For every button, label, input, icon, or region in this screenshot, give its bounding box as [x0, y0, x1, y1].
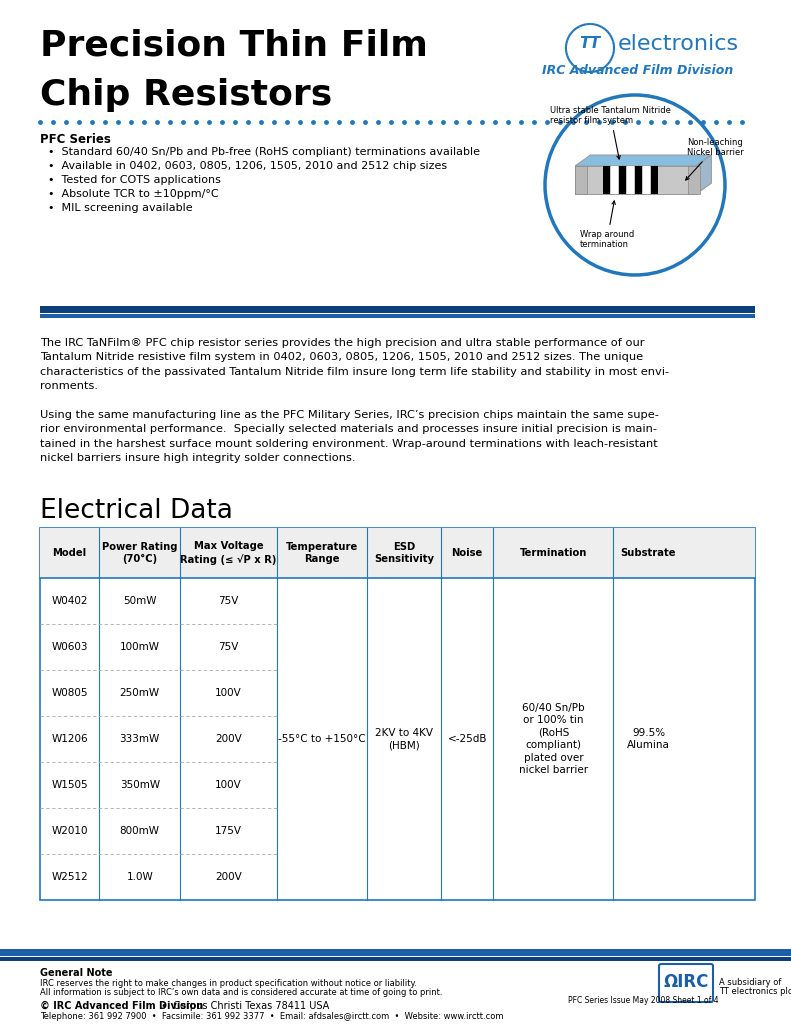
Text: 99.5%
Alumina: 99.5% Alumina	[627, 728, 670, 751]
Bar	[575, 166, 587, 194]
Text: IRC reserves the right to make changes in product specification without notice o: IRC reserves the right to make changes i…	[40, 979, 417, 988]
Text: 200V: 200V	[215, 872, 242, 882]
Bar	[40, 528, 755, 578]
Text: 1.0W: 1.0W	[127, 872, 153, 882]
Bar	[651, 166, 658, 194]
Text: 333mW: 333mW	[119, 734, 160, 744]
Text: 175V: 175V	[215, 826, 242, 836]
Text: Model: Model	[53, 548, 87, 558]
Text: 60/40 Sn/Pb
or 100% tin
(RoHS
compliant)
plated over
nickel barrier: 60/40 Sn/Pb or 100% tin (RoHS compliant)…	[519, 703, 588, 775]
Text: 350mW: 350mW	[119, 780, 160, 790]
Text: Non-leaching
Nickel barrier: Non-leaching Nickel barrier	[686, 137, 744, 180]
Text: Telephone: 361 992 7900  •  Facsimile: 361 992 3377  •  Email: afdsales@irctt.co: Telephone: 361 992 7900 • Facsimile: 361…	[40, 1012, 504, 1021]
Text: Using the same manufacturing line as the PFC Military Series, IRC’s precision ch: Using the same manufacturing line as the…	[40, 410, 659, 463]
Text: •  MIL screening available: • MIL screening available	[48, 203, 193, 213]
FancyBboxPatch shape	[659, 964, 713, 1002]
Text: W0603: W0603	[51, 642, 88, 652]
Text: Temperature
Range: Temperature Range	[286, 542, 358, 564]
Text: Wrap around
termination: Wrap around termination	[580, 201, 634, 250]
Text: Substrate: Substrate	[621, 548, 676, 558]
Text: General Note: General Note	[40, 968, 112, 978]
Text: •  Tested for COTS applications: • Tested for COTS applications	[48, 175, 221, 185]
Text: TT: TT	[580, 37, 600, 51]
Text: W2010: W2010	[51, 826, 88, 836]
Text: ESD
Sensitivity: ESD Sensitivity	[374, 542, 434, 564]
Bar	[40, 314, 755, 318]
Text: All information is subject to IRC’s own data and is considered accurate at time : All information is subject to IRC’s own …	[40, 988, 442, 997]
Circle shape	[545, 95, 725, 275]
Text: W2512: W2512	[51, 872, 88, 882]
Bar	[0, 949, 791, 956]
Bar	[619, 166, 626, 194]
Text: 75V: 75V	[218, 596, 239, 606]
Text: •  Absolute TCR to ±10ppm/°C: • Absolute TCR to ±10ppm/°C	[48, 189, 218, 199]
Text: A subsidiary of: A subsidiary of	[719, 978, 782, 987]
Text: 50mW: 50mW	[123, 596, 157, 606]
Text: ΩIRC: ΩIRC	[664, 973, 709, 991]
Text: TT electronics plc: TT electronics plc	[719, 987, 791, 996]
Text: Power Rating
(70°C): Power Rating (70°C)	[102, 542, 177, 564]
Bar	[40, 306, 755, 313]
Text: 75V: 75V	[218, 642, 239, 652]
Bar	[688, 166, 700, 194]
Bar	[643, 166, 650, 194]
Text: Chip Resistors: Chip Resistors	[40, 78, 332, 112]
Text: IRC Advanced Film Division: IRC Advanced Film Division	[543, 63, 733, 77]
Text: <-25dB: <-25dB	[448, 734, 487, 744]
Polygon shape	[575, 166, 696, 194]
Text: PFC Series Issue May 2008 Sheet 1 of 4: PFC Series Issue May 2008 Sheet 1 of 4	[569, 996, 719, 1005]
Text: 800mW: 800mW	[119, 826, 160, 836]
Text: PFC Series: PFC Series	[40, 133, 111, 146]
Text: Termination: Termination	[520, 548, 587, 558]
Text: Noise: Noise	[452, 548, 483, 558]
Text: 2KV to 4KV
(HBM): 2KV to 4KV (HBM)	[375, 728, 433, 751]
Text: W0805: W0805	[51, 688, 88, 698]
Text: 100mW: 100mW	[119, 642, 160, 652]
Text: W1206: W1206	[51, 734, 88, 744]
Bar	[635, 166, 642, 194]
Polygon shape	[575, 155, 711, 166]
Bar	[40, 528, 755, 900]
Bar	[611, 166, 618, 194]
Text: Max Voltage
Rating (≤ √P x R): Max Voltage Rating (≤ √P x R)	[180, 542, 277, 564]
Text: Precision Thin Film: Precision Thin Film	[40, 28, 428, 62]
Text: W0402: W0402	[51, 596, 88, 606]
Text: © IRC Advanced Film Division: © IRC Advanced Film Division	[40, 1001, 203, 1011]
Text: -55°C to +150°C: -55°C to +150°C	[278, 734, 366, 744]
Bar	[0, 957, 791, 961]
Text: 250mW: 250mW	[119, 688, 160, 698]
Polygon shape	[575, 183, 711, 194]
Text: Electrical Data: Electrical Data	[40, 498, 233, 524]
Text: •  Standard 60/40 Sn/Pb and Pb-free (RoHS compliant) terminations available: • Standard 60/40 Sn/Pb and Pb-free (RoHS…	[48, 147, 480, 157]
Text: The IRC TaNFilm® PFC chip resistor series provides the high precision and ultra : The IRC TaNFilm® PFC chip resistor serie…	[40, 338, 669, 391]
Text: 100V: 100V	[215, 688, 242, 698]
Text: W1505: W1505	[51, 780, 88, 790]
Text: •  Available in 0402, 0603, 0805, 1206, 1505, 2010 and 2512 chip sizes: • Available in 0402, 0603, 0805, 1206, 1…	[48, 161, 447, 171]
Text: 100V: 100V	[215, 780, 242, 790]
Bar	[627, 166, 634, 194]
Polygon shape	[696, 155, 711, 194]
Text: Ultra stable Tantalum Nitride
resistor film system: Ultra stable Tantalum Nitride resistor f…	[550, 105, 671, 159]
Bar	[603, 166, 610, 194]
Text: electronics: electronics	[618, 34, 739, 54]
Text: 200V: 200V	[215, 734, 242, 744]
Text: •  Corpus Christi Texas 78411 USA: • Corpus Christi Texas 78411 USA	[158, 1001, 329, 1011]
